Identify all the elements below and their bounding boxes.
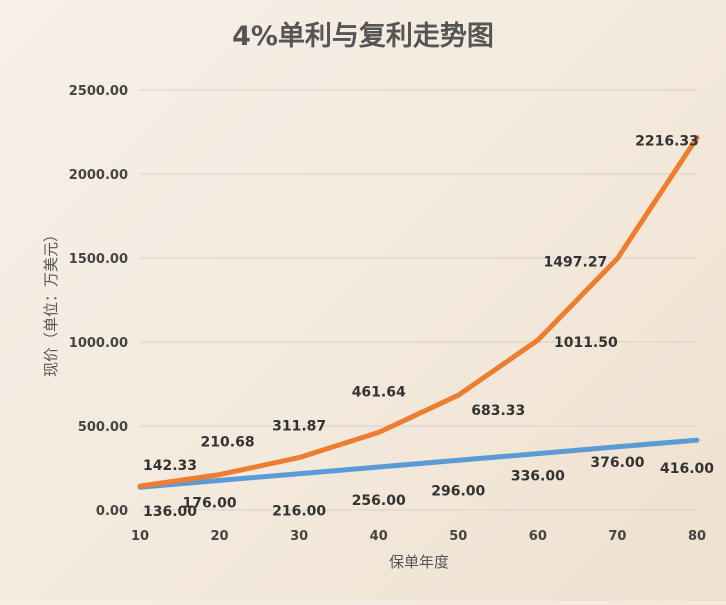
data-label-compound: 461.64 xyxy=(352,384,406,400)
y-tick-label: 0.00 xyxy=(96,504,128,519)
x-tick-label: 20 xyxy=(211,529,229,544)
x-tick-label: 80 xyxy=(688,529,706,544)
x-tick-label: 50 xyxy=(449,529,467,544)
data-label-simple: 256.00 xyxy=(352,493,406,509)
data-label-simple: 176.00 xyxy=(183,495,237,511)
y-tick-label: 1000.00 xyxy=(69,336,128,351)
data-label-simple: 136.00 xyxy=(143,504,197,520)
chart-title: 4%单利与复利走势图 xyxy=(232,21,494,52)
data-label-compound: 210.68 xyxy=(201,435,255,451)
y-tick-label: 500.00 xyxy=(78,420,128,435)
y-tick-label: 2500.00 xyxy=(69,84,128,99)
series-line-compound xyxy=(137,135,700,489)
x-tick-label: 60 xyxy=(529,529,547,544)
y-tick-label: 1500.00 xyxy=(69,252,128,267)
y-axis-title: 现价（单位：万美元） xyxy=(42,227,60,377)
axis-ticks: 0.00 500.00 1000.00 1500.00 2000.00 2500.00 10… xyxy=(69,84,706,544)
data-label-simple: 376.00 xyxy=(590,455,644,471)
data-label-compound: 2216.33 xyxy=(635,134,699,150)
data-label-compound: 311.87 xyxy=(272,419,326,435)
gridlines xyxy=(140,89,697,511)
data-label-simple: 416.00 xyxy=(660,461,714,477)
series-line-simple xyxy=(137,437,700,490)
data-label-compound: 142.33 xyxy=(143,458,197,474)
data-label-simple: 216.00 xyxy=(272,504,326,520)
y-tick-label: 2000.00 xyxy=(69,168,128,183)
data-label-compound: 683.33 xyxy=(471,403,525,419)
x-axis-title: 保单年度 xyxy=(389,553,449,571)
series-lines xyxy=(137,135,700,490)
x-tick-label: 70 xyxy=(608,529,626,544)
data-label-simple: 336.00 xyxy=(511,469,565,485)
x-tick-label: 10 xyxy=(131,529,149,544)
data-label-simple: 296.00 xyxy=(431,483,485,499)
data-label-compound: 1011.50 xyxy=(554,335,618,351)
data-label-compound: 1497.27 xyxy=(544,254,608,270)
x-tick-label: 30 xyxy=(290,529,308,544)
x-tick-label: 40 xyxy=(370,529,388,544)
